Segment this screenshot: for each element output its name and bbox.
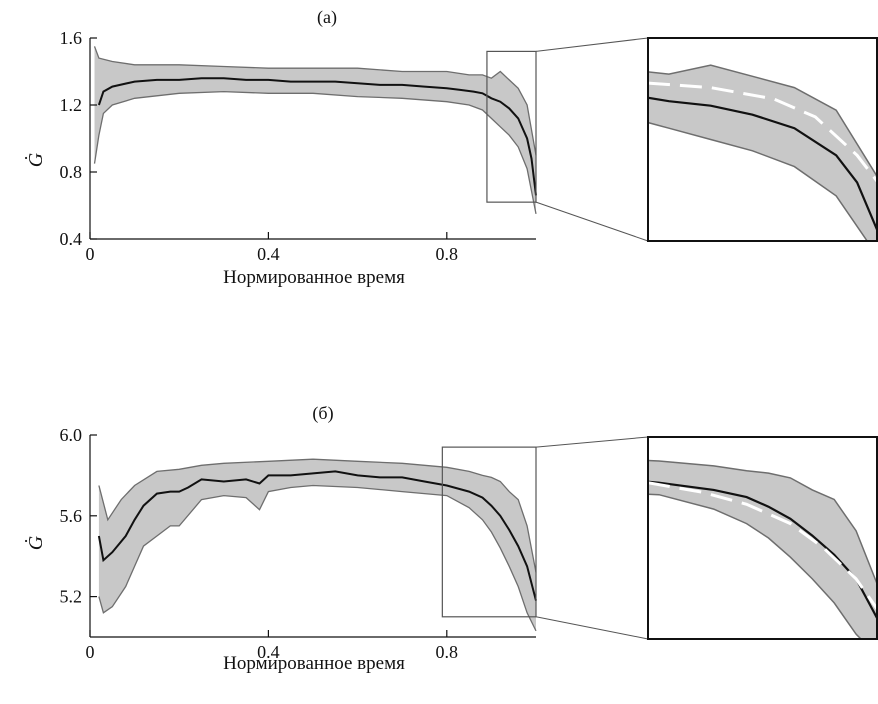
x-tick-label-a: 0.8: [436, 244, 459, 264]
zoom-region-box-a: [486, 50, 537, 203]
lower-bound-line-a: [93, 90, 537, 215]
inset-lower-bound-b: [648, 493, 863, 639]
zoom-region-box-b: [441, 446, 537, 618]
inset-mean-line-b: [648, 480, 878, 621]
x-tick-label-b: 0: [86, 642, 95, 662]
y-tick-label-a: 1.2: [60, 95, 83, 115]
panel-label-b: (б): [312, 403, 333, 424]
inset-mean-line-a: [648, 96, 878, 233]
y-tick-label-a: 0.4: [60, 229, 83, 249]
panel-b: (б) Ġ Нормированное время 5.2 5.6 6.0 0 0.4 0…: [24, 403, 878, 674]
zoom-connector-bottom-a: [535, 201, 649, 242]
inset-content-b: [648, 459, 878, 639]
inset-upper-bound-b: [648, 459, 878, 587]
plot-area-a: 0.40.81.21.60 0.4 0.8: [60, 28, 649, 264]
y-tick-label-b: 5.2: [60, 587, 83, 607]
zoom-connector-top-b: [535, 436, 649, 448]
y-tick-label-a: 0.8: [60, 162, 83, 182]
y-tick-label-b: 6.0: [60, 425, 83, 445]
inset-upper-bound-a: [648, 64, 878, 179]
mean-line-a: [97, 77, 537, 196]
inset-fit-curve-a: [648, 81, 878, 184]
inset-content-a: [648, 64, 878, 241]
inset-frame-a: [647, 37, 878, 242]
upper-bound-line-b: [98, 458, 537, 573]
inset-lower-bound-a: [648, 121, 869, 241]
x-tick-label-b: 0.4: [257, 642, 280, 662]
confidence-band-b: [98, 459, 537, 631]
inset-fit-curve-b: [648, 481, 878, 611]
confidence-band-a: [94, 46, 536, 214]
inset-frame-b: [647, 436, 878, 640]
plot-area-b: 5.2 5.6 6.0 0 0.4 0.8: [60, 425, 649, 662]
y-axis-title-a: Ġ: [24, 152, 47, 167]
x-axis-title-b: Нормированное время: [223, 653, 405, 674]
zoom-inset-b: [647, 436, 878, 640]
mean-line-b: [97, 470, 537, 601]
y-tick-label-b: 5.6: [60, 506, 83, 526]
zoom-connector-bottom-b: [535, 616, 649, 640]
x-tick-label-a: 0: [86, 244, 95, 264]
zoom-inset-a: [647, 37, 878, 242]
x-axis-title-a: Нормированное время: [223, 267, 405, 288]
inset-confidence-band-a: [648, 65, 878, 241]
y-axis-title-b: Ġ: [24, 535, 47, 550]
zoom-connector-top-a: [535, 37, 649, 52]
lower-bound-line-b: [98, 484, 537, 632]
x-tick-label-b: 0.8: [436, 642, 459, 662]
inset-confidence-band-b: [648, 460, 878, 639]
y-tick-label-a: 1.6: [60, 28, 83, 48]
upper-bound-line-a: [93, 46, 537, 156]
panel-label-a: (а): [317, 7, 337, 28]
x-tick-label-a: 0.4: [257, 244, 280, 264]
panel-a: (а) Ġ Нормированное время 0.40.81.21.60 0…: [24, 7, 878, 288]
